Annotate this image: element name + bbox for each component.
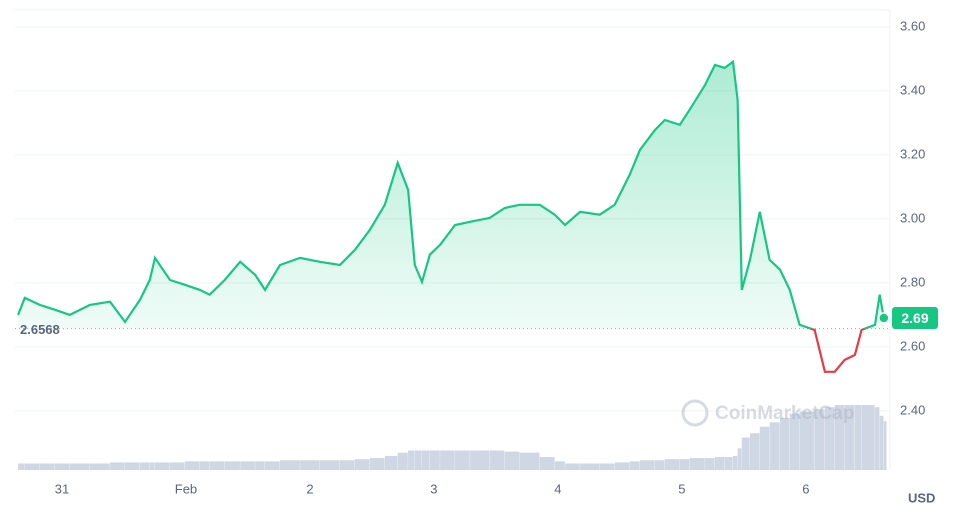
volume-bar <box>455 450 470 470</box>
y-tick-label: 3.40 <box>900 82 925 97</box>
volume-bar <box>654 460 665 470</box>
volume-bar <box>689 458 705 470</box>
x-tick-label: 31 <box>55 481 69 496</box>
price-tag-label: 2.69 <box>901 310 928 326</box>
x-tick-label: Feb <box>175 481 197 496</box>
x-tick-label: 6 <box>802 481 809 496</box>
volume-bar <box>861 405 875 470</box>
volume-bar <box>539 457 555 470</box>
volume-bar <box>769 422 780 470</box>
volume-bar <box>440 450 455 470</box>
volume-bar <box>369 458 385 470</box>
volume-bar <box>629 461 640 470</box>
volume-bar <box>408 450 415 470</box>
volume-bar <box>565 463 580 470</box>
price-area <box>18 61 884 329</box>
volume-bar <box>470 450 490 470</box>
volume-bar <box>240 461 255 470</box>
volume-bar <box>779 418 790 470</box>
volume-bar <box>384 455 398 470</box>
volume-bar <box>414 450 422 470</box>
volume-bar <box>824 407 835 470</box>
volume-bar <box>750 433 760 470</box>
x-tick-label: 2 <box>306 481 313 496</box>
volume-bar <box>140 462 150 470</box>
volume-bar <box>149 462 155 470</box>
volume-bar <box>279 460 300 470</box>
volume-bar <box>354 459 370 470</box>
volume-bar <box>39 463 55 470</box>
volume-bar <box>397 452 408 470</box>
volume-bar <box>519 452 540 470</box>
volume-bar <box>89 463 110 470</box>
volume-bar <box>714 457 725 470</box>
current-dot <box>878 312 890 324</box>
volume-bar <box>422 450 430 470</box>
volume-bar <box>854 405 862 470</box>
volume-bar <box>737 448 742 470</box>
y-tick-label: 2.40 <box>900 402 925 417</box>
volume-bar <box>169 462 185 470</box>
volume-bar <box>614 462 630 470</box>
watermark: CoinMarketCap <box>681 399 854 427</box>
y-tick-label: 2.80 <box>900 274 925 289</box>
volume-bar <box>741 437 750 470</box>
volume-bar <box>640 460 655 470</box>
volume-bar <box>844 405 855 470</box>
x-tick-label: 4 <box>554 481 561 496</box>
currency-label: USD <box>908 490 935 505</box>
volume-bar <box>69 463 90 470</box>
volume-bar <box>799 411 815 470</box>
x-tick-label: 3 <box>430 481 437 496</box>
volume-bar <box>255 461 265 470</box>
volume-bar <box>209 461 225 470</box>
volume-bar <box>184 461 200 470</box>
y-tick-label: 3.60 <box>900 18 925 33</box>
volume-bar <box>705 458 715 470</box>
x-tick-label: 5 <box>678 481 685 496</box>
volume-bar <box>110 462 125 470</box>
volume-bar <box>339 460 355 470</box>
volume-bar <box>24 463 40 470</box>
volume-bar <box>679 459 690 470</box>
volume-bar <box>883 421 887 470</box>
volume-bar <box>599 463 615 470</box>
price-tag <box>892 307 938 330</box>
baseline-label: 2.6568 <box>20 322 60 337</box>
volume-bar <box>580 463 600 470</box>
volume-bar <box>489 450 505 470</box>
volume-bar <box>199 461 210 470</box>
price-line <box>17 59 885 329</box>
volume-bar <box>125 462 140 470</box>
volume-bar <box>300 460 320 470</box>
volume-bar <box>664 459 680 470</box>
volume-bar <box>834 405 845 470</box>
volume-bar <box>265 461 280 470</box>
volume-bar <box>789 413 800 470</box>
volume-bar <box>732 455 738 470</box>
volume-bar <box>724 457 733 470</box>
watermark-text: CoinMarketCap <box>715 403 854 424</box>
volume-bar <box>875 407 880 470</box>
y-tick-label: 3.00 <box>900 210 925 225</box>
y-tick-label: 3.20 <box>900 146 925 161</box>
volume-bar <box>54 463 70 470</box>
volume-bar <box>224 461 240 470</box>
volume-bar <box>759 426 770 470</box>
volume-bar <box>554 461 565 470</box>
volume-bar <box>319 460 340 470</box>
volume-bar <box>879 415 884 470</box>
y-tick-label: 2.60 <box>900 338 925 353</box>
volume-bar <box>504 451 520 470</box>
volume-bar <box>18 463 25 470</box>
volume-bar <box>429 450 440 470</box>
volume-bar <box>814 409 825 470</box>
volume-bar <box>154 462 170 470</box>
